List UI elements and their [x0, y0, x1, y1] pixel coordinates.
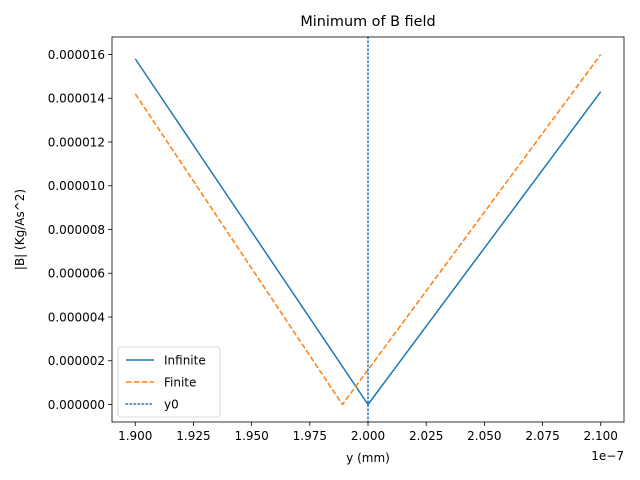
- x-tick-label: 2.025: [409, 429, 443, 443]
- x-axis-label: y (mm): [346, 451, 390, 465]
- y-tick-label: 0.000002: [48, 354, 105, 368]
- x-tick-label: 2.000: [351, 429, 385, 443]
- x-tick-label: 2.075: [525, 429, 559, 443]
- x-tick-label: 1.975: [293, 429, 327, 443]
- x-tick-label: 2.050: [467, 429, 501, 443]
- x-axis-ticks: 1.900 1.925 1.950 1.975 2.000 2.025 2.050 2.075…: [118, 422, 618, 443]
- legend-label: y0: [164, 397, 179, 411]
- series-line-2: [134, 54, 602, 406]
- x-tick-label: 1.950: [234, 429, 268, 443]
- x-axis-offset-label: 1e−7: [591, 449, 624, 463]
- legend-box: [117, 346, 221, 418]
- legend-label: Finite: [164, 375, 196, 389]
- legend-label: Infinite: [164, 353, 206, 367]
- x-tick-label: 1.900: [118, 429, 152, 443]
- x-tick-label: 2.100: [584, 429, 618, 443]
- y-tick-label: 0.000004: [48, 310, 105, 324]
- y-tick-label: 0.000006: [48, 267, 105, 281]
- y-tick-label: 0.000008: [48, 223, 105, 237]
- y-tick-label: 0.000000: [48, 398, 105, 412]
- plot-area: [134, 36, 602, 423]
- x-tick-label: 1.925: [176, 429, 210, 443]
- y-tick-label: 0.000016: [48, 48, 105, 62]
- chart-title: Minimum of B field: [300, 14, 435, 30]
- y-axis-label: |B| (Kg/As^2): [13, 189, 27, 270]
- y-tick-label: 0.000014: [48, 92, 105, 106]
- plot-frame: [111, 36, 625, 423]
- y-tick-label: 0.000012: [48, 135, 105, 149]
- legend: Infinite Finite y0: [117, 346, 221, 418]
- y-axis-ticks: 0.000000 0.000002 0.000004 0.000006 0.000008…: [48, 48, 112, 412]
- y-tick-label: 0.000010: [48, 179, 105, 193]
